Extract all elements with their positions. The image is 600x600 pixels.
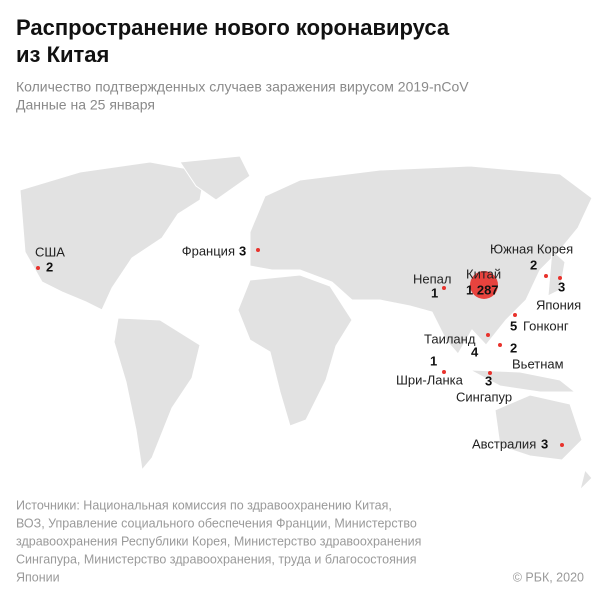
case-marker: [36, 266, 40, 270]
country-name: Гонконг: [523, 318, 569, 333]
world-map: [19, 155, 593, 492]
case-count: 3: [541, 436, 548, 451]
case-marker: [558, 276, 562, 280]
country-name: Франция: [182, 243, 235, 258]
case-marker: [442, 370, 446, 374]
case-marker: [256, 248, 260, 252]
source-line: Японии: [16, 570, 60, 584]
country-name: Австралия: [472, 436, 536, 451]
copyright: © РБК, 2020: [513, 570, 584, 584]
case-count: 2: [46, 259, 53, 274]
country-name: Шри-Ланка: [396, 372, 464, 387]
case-marker: [442, 286, 446, 290]
title-line: из Китая: [16, 42, 109, 67]
country-name: Япония: [536, 297, 581, 312]
case-marker: [486, 333, 490, 337]
case-count: 1 287: [466, 282, 499, 297]
case-marker: [544, 274, 548, 278]
case-count: 4: [471, 344, 479, 359]
case-marker: [488, 371, 492, 375]
subtitle-line: Количество подтвержденных случаев зараже…: [16, 79, 469, 95]
case-count: 2: [530, 257, 537, 272]
case-count: 2: [510, 340, 517, 355]
country-name: Вьетнам: [512, 356, 564, 371]
case-count: 3: [239, 243, 246, 258]
source-line: Сингапура, Министерство здравоохранения,…: [16, 552, 417, 566]
country-name: США: [35, 244, 65, 259]
country-name: Сингапур: [456, 389, 512, 404]
case-count: 1: [431, 285, 438, 300]
title-line: Распространение нового коронавируса: [16, 15, 450, 40]
source-line: Источники: Национальная комиссия по здра…: [16, 498, 392, 512]
case-count: 3: [558, 279, 565, 294]
case-count: 5: [510, 318, 517, 333]
country-name: Таиланд: [424, 331, 476, 346]
case-marker: [560, 443, 564, 447]
country-name: Южная Корея: [490, 241, 573, 256]
case-count: 3: [485, 373, 492, 388]
case-count: 1: [430, 353, 437, 368]
country-name: Китай: [466, 266, 501, 281]
country-name: Непал: [413, 271, 451, 286]
subtitle-line: Данные на 25 января: [16, 97, 155, 113]
case-marker: [513, 313, 517, 317]
source-line: ВОЗ, Управление социального обеспечения …: [16, 516, 417, 530]
source-line: здравоохранения Республики Корея, Минист…: [16, 534, 421, 548]
case-marker: [498, 343, 502, 347]
case-marker: [470, 271, 498, 299]
